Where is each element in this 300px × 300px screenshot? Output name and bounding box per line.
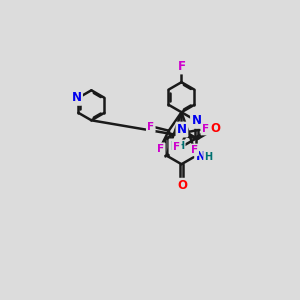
Text: O: O xyxy=(177,179,187,192)
Text: F: F xyxy=(147,122,154,132)
Text: F: F xyxy=(178,60,185,73)
Text: N: N xyxy=(196,149,206,163)
Text: H: H xyxy=(204,152,212,162)
Text: O: O xyxy=(211,122,220,135)
Text: N: N xyxy=(71,91,82,104)
Text: F: F xyxy=(157,144,164,154)
Text: F: F xyxy=(202,124,209,134)
Text: H: H xyxy=(176,141,184,151)
Text: F: F xyxy=(190,145,198,155)
Text: N: N xyxy=(71,91,81,104)
Text: F: F xyxy=(173,141,180,151)
Text: N: N xyxy=(170,140,180,153)
Text: N: N xyxy=(191,114,202,128)
Text: N: N xyxy=(177,123,187,136)
Text: F: F xyxy=(172,142,180,152)
